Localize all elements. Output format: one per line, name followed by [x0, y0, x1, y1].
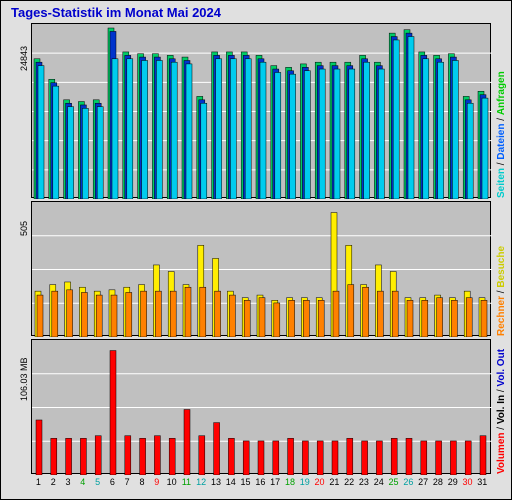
panel-bottom-bars [32, 340, 492, 475]
x-tick: 8 [135, 477, 150, 487]
x-tick: 1 [31, 477, 46, 487]
ylabel-top: 24843 [19, 46, 29, 71]
x-tick: 7 [120, 477, 135, 487]
rlabel-dateien: Dateien [496, 124, 507, 160]
ylabel-middle: 505 [19, 221, 29, 236]
x-tick: 20 [312, 477, 327, 487]
x-tick: 22 [342, 477, 357, 487]
x-tick: 15 [238, 477, 253, 487]
x-tick: 24 [371, 477, 386, 487]
x-tick: 14 [223, 477, 238, 487]
x-tick: 25 [386, 477, 401, 487]
x-axis-labels: 1234567891011121314151617181920212223242… [31, 477, 491, 487]
rlabel-volout: Vol. Out [496, 349, 507, 387]
rlabel-middle: Rechner / Besuche [496, 201, 507, 336]
x-tick: 31 [475, 477, 490, 487]
panel-top-bars [32, 24, 492, 199]
x-tick: 4 [75, 477, 90, 487]
x-tick: 10 [164, 477, 179, 487]
rlabel-volin: Vol. In [496, 395, 507, 424]
x-tick: 23 [357, 477, 372, 487]
x-tick: 9 [149, 477, 164, 487]
rlabel-besuche: Besuche [496, 246, 507, 288]
x-tick: 21 [327, 477, 342, 487]
ylabel-bottom: 106.03 MB [19, 357, 29, 401]
panel-middle-bars [32, 202, 492, 337]
rlabel-volumen: Volumen [496, 433, 507, 474]
panel-middle [31, 201, 491, 336]
x-tick: 30 [460, 477, 475, 487]
x-tick: 26 [401, 477, 416, 487]
rlabel-top: Seiten / Dateien / Anfragen [496, 23, 507, 198]
x-tick: 2 [46, 477, 61, 487]
x-tick: 29 [445, 477, 460, 487]
x-tick: 3 [61, 477, 76, 487]
chart-title: Tages-Statistik im Monat Mai 2024 [11, 5, 221, 20]
x-tick: 13 [209, 477, 224, 487]
x-tick: 6 [105, 477, 120, 487]
x-tick: 28 [431, 477, 446, 487]
rlabel-seiten: Seiten [496, 168, 507, 198]
x-tick: 19 [297, 477, 312, 487]
x-tick: 5 [90, 477, 105, 487]
rlabel-rechner: Rechner [496, 296, 507, 336]
x-tick: 12 [194, 477, 209, 487]
x-tick: 11 [179, 477, 194, 487]
x-tick: 27 [416, 477, 431, 487]
x-tick: 17 [268, 477, 283, 487]
x-tick: 16 [253, 477, 268, 487]
rlabel-bottom: Volumen / Vol. In / Vol. Out [496, 339, 507, 474]
x-tick: 18 [283, 477, 298, 487]
rlabel-anfragen: Anfragen [496, 71, 507, 115]
panel-top [31, 23, 491, 198]
panel-bottom [31, 339, 491, 474]
stats-chart-frame: Tages-Statistik im Monat Mai 2024 24843 … [0, 0, 512, 500]
